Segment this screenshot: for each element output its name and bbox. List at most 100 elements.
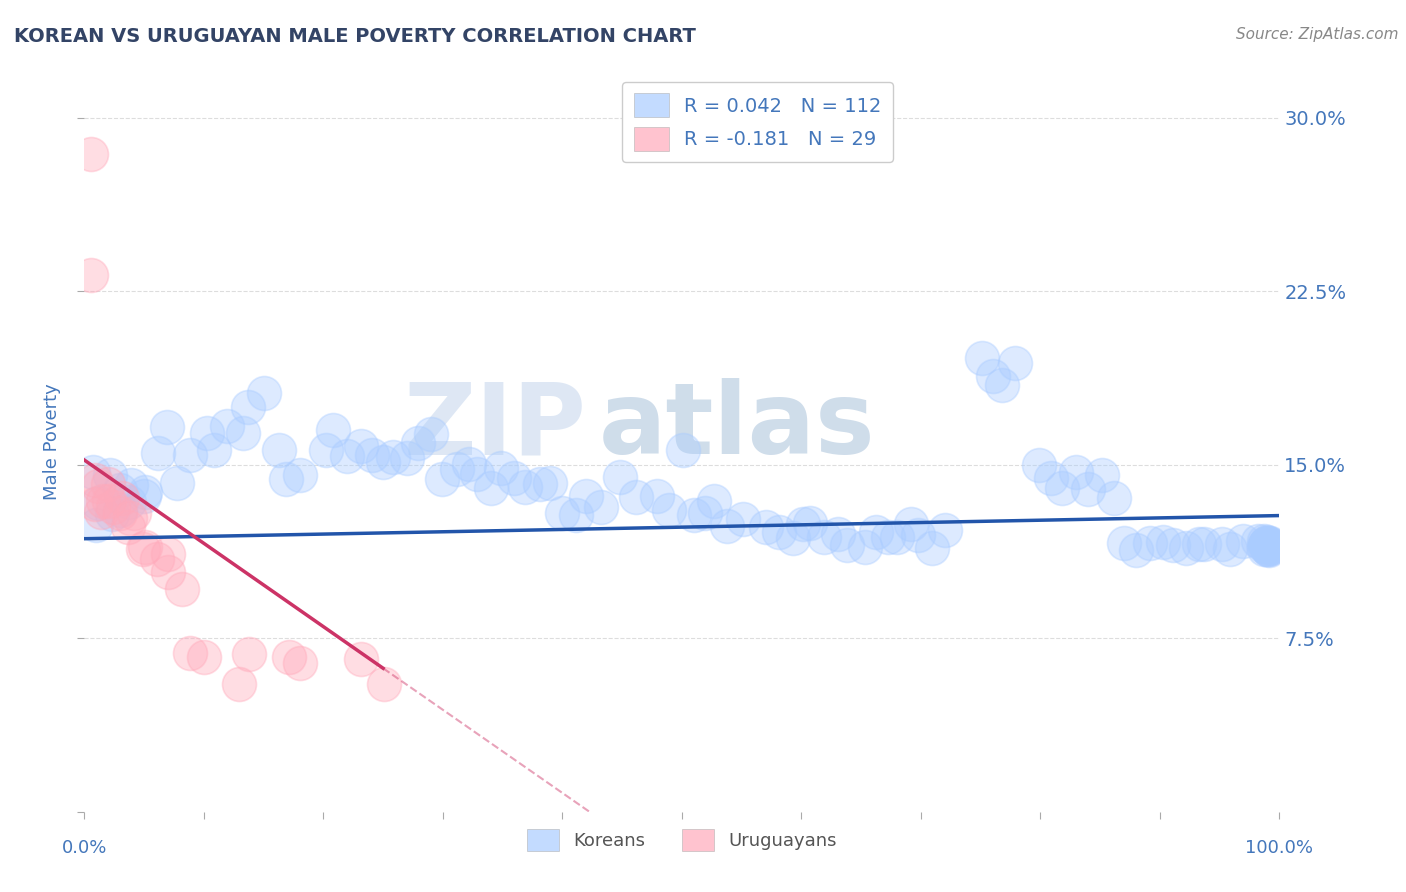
- Point: [193, 650, 215, 665]
- Point: [575, 489, 598, 503]
- Point: [395, 450, 418, 465]
- Point: [1152, 534, 1174, 549]
- Point: [134, 540, 156, 554]
- Point: [101, 500, 124, 515]
- Point: [683, 508, 706, 523]
- Point: [98, 467, 121, 482]
- Point: [87, 478, 110, 492]
- Point: [1077, 482, 1099, 496]
- Point: [80, 146, 103, 161]
- Text: KOREAN VS URUGUAYAN MALE POVERTY CORRELATION CHART: KOREAN VS URUGUAYAN MALE POVERTY CORRELA…: [14, 27, 696, 45]
- Legend: Koreans, Uruguayans: Koreans, Uruguayans: [519, 822, 845, 858]
- Point: [1253, 542, 1275, 557]
- Point: [1258, 541, 1281, 555]
- Point: [1258, 537, 1281, 551]
- Point: [166, 476, 188, 491]
- Point: [202, 442, 225, 457]
- Point: [406, 435, 429, 450]
- Point: [934, 523, 956, 537]
- Point: [479, 482, 502, 496]
- Point: [538, 476, 561, 491]
- Point: [591, 500, 613, 514]
- Point: [1254, 538, 1277, 552]
- Point: [467, 467, 489, 482]
- Point: [111, 491, 134, 505]
- Point: [658, 503, 681, 517]
- Point: [361, 448, 384, 462]
- Point: [865, 524, 887, 539]
- Point: [288, 656, 311, 670]
- Point: [381, 450, 404, 465]
- Point: [981, 368, 1004, 383]
- Point: [1188, 537, 1211, 551]
- Point: [446, 462, 468, 476]
- Point: [371, 455, 394, 469]
- Point: [792, 516, 814, 531]
- Point: [565, 508, 588, 523]
- Point: [117, 519, 139, 533]
- Point: [82, 465, 104, 479]
- Text: atlas: atlas: [599, 378, 875, 475]
- Point: [195, 425, 218, 440]
- Point: [97, 494, 120, 508]
- Point: [755, 520, 778, 534]
- Point: [156, 420, 179, 434]
- Point: [232, 425, 254, 440]
- Point: [1258, 540, 1281, 554]
- Point: [110, 503, 132, 517]
- Point: [1028, 458, 1050, 472]
- Point: [489, 461, 512, 475]
- Point: [228, 677, 250, 691]
- Point: [430, 473, 453, 487]
- Point: [886, 530, 908, 544]
- Point: [288, 467, 311, 482]
- Point: [921, 541, 943, 556]
- Point: [277, 650, 299, 665]
- Point: [768, 525, 790, 540]
- Point: [1004, 356, 1026, 370]
- Point: [733, 512, 755, 526]
- Point: [322, 423, 344, 437]
- Point: [156, 565, 179, 579]
- Text: ZIP: ZIP: [404, 378, 586, 475]
- Point: [1114, 536, 1136, 550]
- Point: [782, 531, 804, 545]
- Point: [1258, 541, 1281, 555]
- Y-axis label: Male Poverty: Male Poverty: [44, 384, 62, 500]
- Point: [336, 449, 359, 463]
- Point: [90, 505, 112, 519]
- Point: [87, 496, 110, 510]
- Point: [1139, 536, 1161, 550]
- Point: [1175, 541, 1198, 555]
- Point: [1257, 541, 1279, 556]
- Point: [1211, 537, 1233, 551]
- Point: [373, 677, 395, 691]
- Point: [274, 472, 297, 486]
- Point: [551, 506, 574, 520]
- Point: [1104, 491, 1126, 506]
- Point: [716, 519, 738, 533]
- Point: [1258, 538, 1281, 552]
- Point: [1064, 466, 1087, 480]
- Point: [799, 516, 821, 531]
- Point: [315, 443, 337, 458]
- Point: [1256, 539, 1278, 553]
- Point: [170, 582, 193, 597]
- Point: [1194, 537, 1216, 551]
- Point: [1256, 535, 1278, 549]
- Point: [1161, 538, 1184, 552]
- Point: [84, 518, 107, 533]
- Point: [84, 473, 107, 487]
- Point: [503, 471, 526, 485]
- Point: [515, 480, 537, 494]
- Point: [132, 489, 155, 503]
- Point: [837, 538, 859, 552]
- Point: [1219, 541, 1241, 556]
- Point: [134, 485, 156, 500]
- Point: [238, 647, 260, 661]
- Point: [253, 386, 276, 401]
- Point: [179, 448, 201, 462]
- Point: [1257, 542, 1279, 557]
- Point: [900, 516, 922, 531]
- Point: [97, 477, 120, 491]
